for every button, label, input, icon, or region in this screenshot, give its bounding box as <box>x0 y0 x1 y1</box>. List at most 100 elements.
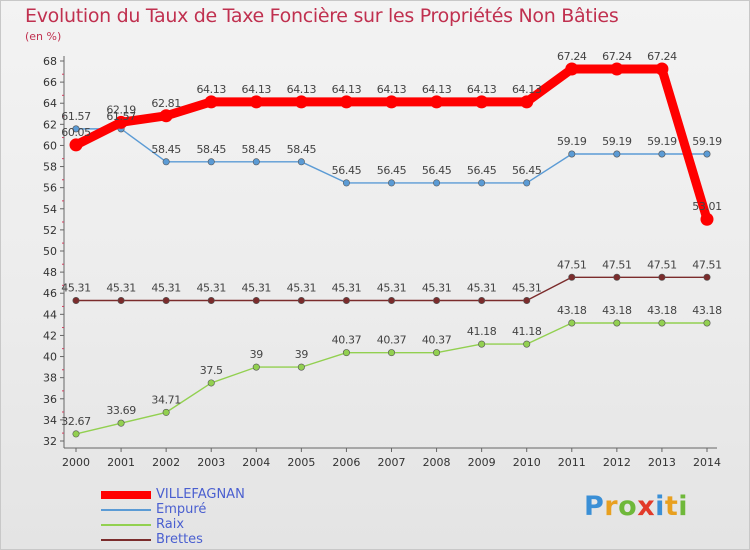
data-label-brettes: 45.31 <box>106 282 136 295</box>
data-point-empur <box>613 150 621 158</box>
data-point-brettes <box>162 297 170 305</box>
data-label-empur: 56.45 <box>422 164 452 177</box>
y-axis-unit-label: (en %) <box>25 30 62 43</box>
data-label-raix: 43.18 <box>692 304 722 317</box>
data-label-brettes: 45.31 <box>467 282 497 295</box>
y-tick-label: 68 <box>43 55 57 68</box>
data-point-empur <box>703 150 711 158</box>
data-point-villefagnan <box>610 62 624 76</box>
data-label-empur: 61.57 <box>106 110 136 123</box>
data-label-brettes: 45.31 <box>377 282 407 295</box>
logo-letter: x <box>637 491 656 522</box>
data-point-raix <box>252 363 260 371</box>
data-label-empur: 56.45 <box>377 164 407 177</box>
x-tick-label: 2001 <box>107 456 135 469</box>
x-tick-label: 2012 <box>603 456 631 469</box>
data-point-empur <box>387 179 395 187</box>
data-point-brettes <box>478 297 486 305</box>
y-tick-label: 66 <box>43 76 57 89</box>
legend-swatch <box>101 539 151 541</box>
data-point-brettes <box>523 297 531 305</box>
data-label-empur: 59.19 <box>557 135 587 148</box>
data-label-empur: 58.45 <box>287 143 317 156</box>
data-label-empur: 58.45 <box>196 143 226 156</box>
data-label-raix: 40.37 <box>332 334 362 347</box>
data-label-brettes: 45.31 <box>242 282 272 295</box>
data-point-villefagnan <box>430 95 444 109</box>
data-label-raix: 33.69 <box>106 404 136 417</box>
data-label-villefagnan: 64.13 <box>467 83 497 96</box>
x-tick-label: 2014 <box>693 456 721 469</box>
y-tick-label: 56 <box>43 182 57 195</box>
data-point-brettes <box>117 297 125 305</box>
data-label-empur: 56.45 <box>512 164 542 177</box>
data-point-raix <box>207 379 215 387</box>
x-tick-label: 2010 <box>513 456 541 469</box>
data-point-raix <box>297 363 305 371</box>
y-tick-label: 34 <box>43 414 57 427</box>
data-point-villefagnan <box>204 95 218 109</box>
data-point-brettes <box>207 297 215 305</box>
data-point-villefagnan <box>385 95 398 109</box>
legend-label: Brettes <box>156 532 203 547</box>
y-tick-label: 52 <box>43 224 57 237</box>
data-label-raix: 34.71 <box>151 393 181 406</box>
data-label-empur: 61.57 <box>61 110 91 123</box>
chart-title: Evolution du Taux de Taxe Foncière sur l… <box>25 5 619 27</box>
data-label-empur: 59.19 <box>692 135 722 148</box>
data-point-empur <box>342 179 350 187</box>
data-label-raix: 41.18 <box>512 325 542 338</box>
data-point-empur <box>658 150 666 158</box>
data-point-villefagnan <box>294 95 308 109</box>
y-tick-label: 32 <box>43 435 57 448</box>
data-label-villefagnan: 64.13 <box>242 83 272 96</box>
y-tick-label: 44 <box>43 308 57 321</box>
data-label-raix: 32.67 <box>61 415 91 428</box>
data-label-villefagnan: 64.13 <box>196 83 226 96</box>
data-label-brettes: 45.31 <box>196 282 226 295</box>
x-tick-label: 2008 <box>423 456 451 469</box>
data-point-empur <box>162 158 170 166</box>
data-label-empur: 56.45 <box>332 164 362 177</box>
legend-label: Empuré <box>156 502 207 517</box>
data-point-raix <box>613 319 621 327</box>
y-tick-label: 38 <box>43 372 57 385</box>
data-point-raix <box>523 340 531 348</box>
data-label-villefagnan: 67.24 <box>647 50 677 63</box>
data-point-villefagnan <box>520 95 534 109</box>
data-label-raix: 39 <box>250 348 264 361</box>
y-tick-label: 36 <box>43 393 57 406</box>
legend-swatch <box>101 509 151 511</box>
y-tick-label: 60 <box>43 139 57 152</box>
data-point-villefagnan <box>700 212 714 226</box>
data-point-raix <box>387 349 395 357</box>
data-label-raix: 43.18 <box>602 304 632 317</box>
data-point-raix <box>703 319 711 327</box>
data-point-brettes <box>613 273 621 281</box>
data-point-empur <box>72 125 80 133</box>
data-label-brettes: 45.31 <box>512 282 542 295</box>
data-label-villefagnan: 53.01 <box>692 200 722 213</box>
data-label-villefagnan: 67.24 <box>557 50 587 63</box>
data-label-raix: 41.18 <box>467 325 497 338</box>
data-label-villefagnan: 67.24 <box>602 50 632 63</box>
data-point-brettes <box>387 297 395 305</box>
data-point-raix <box>658 319 666 327</box>
data-label-brettes: 47.51 <box>602 258 632 271</box>
data-label-villefagnan: 64.13 <box>512 83 542 96</box>
x-tick-label: 2002 <box>152 456 180 469</box>
data-point-brettes <box>433 297 441 305</box>
data-label-brettes: 45.31 <box>422 282 452 295</box>
data-label-brettes: 45.31 <box>287 282 317 295</box>
data-point-empur <box>207 158 215 166</box>
x-tick-label: 2006 <box>332 456 360 469</box>
logo-letter: t <box>664 491 679 522</box>
data-label-empur: 58.45 <box>151 143 181 156</box>
data-point-villefagnan <box>69 138 83 152</box>
data-label-brettes: 45.31 <box>151 282 181 295</box>
data-point-raix <box>117 419 125 427</box>
data-label-villefagnan: 64.13 <box>332 83 362 96</box>
logo-letter: i <box>678 491 689 522</box>
logo-letter: r <box>604 491 619 522</box>
data-point-villefagnan <box>565 62 579 76</box>
